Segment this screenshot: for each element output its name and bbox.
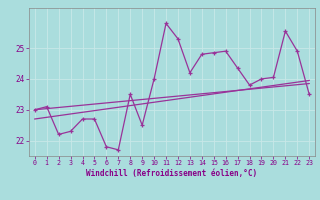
X-axis label: Windchill (Refroidissement éolien,°C): Windchill (Refroidissement éolien,°C) — [86, 169, 258, 178]
